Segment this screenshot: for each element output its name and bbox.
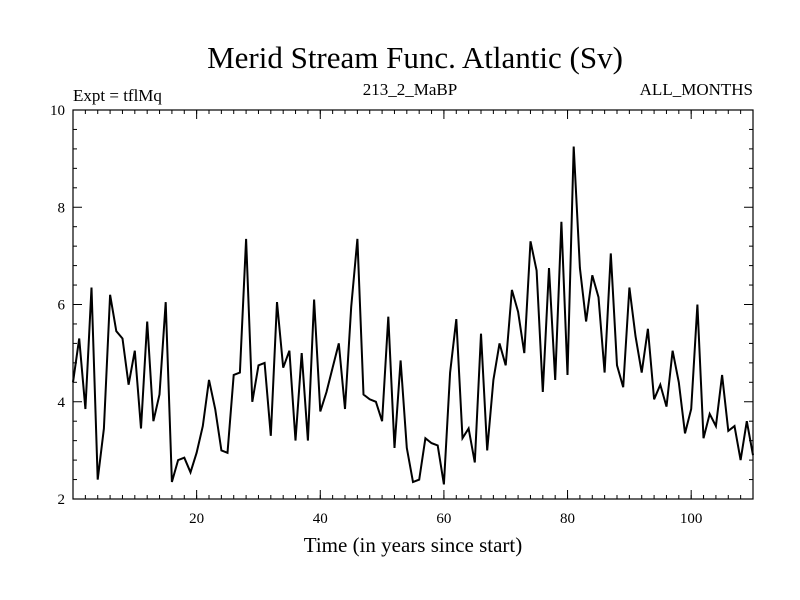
annotation-center: 213_2_MaBP [363,80,457,99]
x-axis-label: Time (in years since start) [304,533,523,557]
x-tick-label: 80 [560,511,575,527]
x-tick-label: 20 [189,511,204,527]
x-tick-label: 60 [436,511,451,527]
x-tick-label: 40 [313,511,328,527]
y-tick-label: 2 [58,492,66,508]
annotation-left: Expt = tflMq [73,86,162,105]
plot-frame [72,109,754,500]
chart-title: Merid Stream Func. Atlantic (Sv) [207,40,623,75]
y-tick-label: 6 [58,298,66,314]
annotation-right: ALL_MONTHS [640,80,753,99]
y-tick-label: 4 [58,395,66,411]
axis-ticks: 20 40 60 80 100 2 4 6 8 10 [50,103,753,527]
series-line [72,146,754,485]
series-group [72,146,754,485]
y-tick-label: 10 [50,103,65,119]
y-tick-label: 8 [58,200,66,216]
x-tick-label: 100 [680,511,703,527]
